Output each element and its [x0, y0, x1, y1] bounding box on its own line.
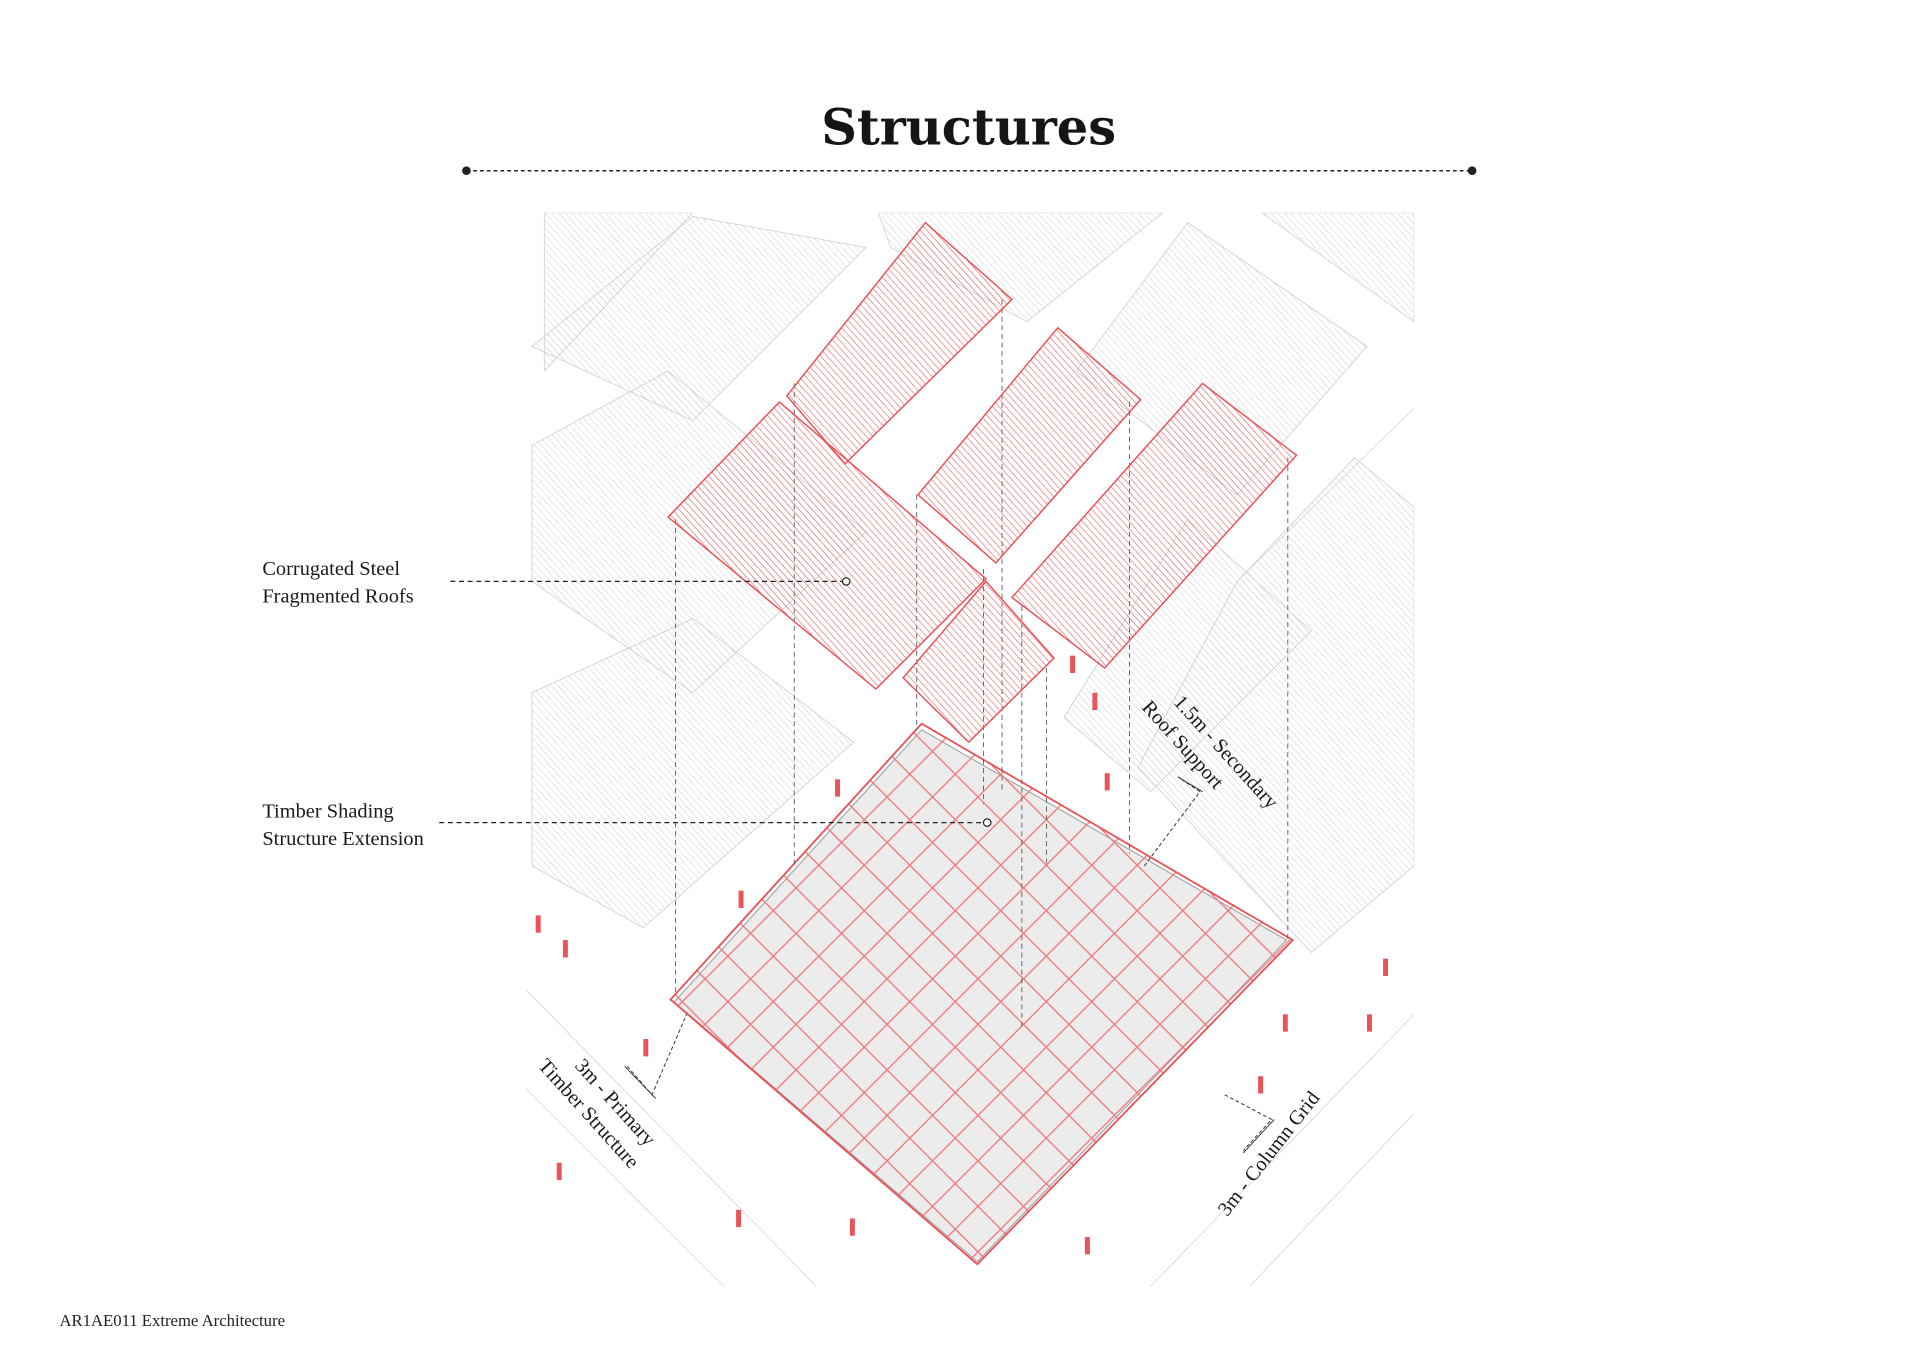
roof-panel	[916, 326, 1142, 564]
title-divider	[462, 166, 1477, 176]
roof-panel	[666, 401, 988, 691]
corrugated-steel-roofs	[666, 221, 1298, 744]
people-figures	[535, 655, 1389, 1255]
ground-lines	[525, 407, 1414, 1287]
timber-callout: Timber Shading Structure Extension	[262, 801, 992, 850]
column-grid-text: 3m - Column Grid	[1214, 1087, 1325, 1220]
roof-panel	[1010, 382, 1298, 669]
roof-panel	[902, 580, 1056, 744]
roofs-label-line2: Fragmented Roofs	[262, 585, 413, 607]
timber-label-line1: Timber Shading	[262, 801, 393, 823]
roofs-callout: Corrugated Steel Fragmented Roofs	[262, 558, 851, 607]
footer-course-code: AR1AE011 Extreme Architecture	[59, 1311, 285, 1330]
axonometric-drawing	[525, 212, 1414, 1287]
timber-lattice	[669, 722, 1295, 1266]
timber-label-line2: Structure Extension	[262, 828, 424, 850]
primary-structure-label: 3m - Primary Timber Structure	[534, 1055, 660, 1173]
page-title: Structures	[821, 99, 1116, 157]
column-grid-label: 3m - Column Grid	[1214, 1087, 1325, 1220]
roofs-label-line1: Corrugated Steel	[262, 558, 400, 580]
dimension-markers	[624, 776, 1275, 1154]
